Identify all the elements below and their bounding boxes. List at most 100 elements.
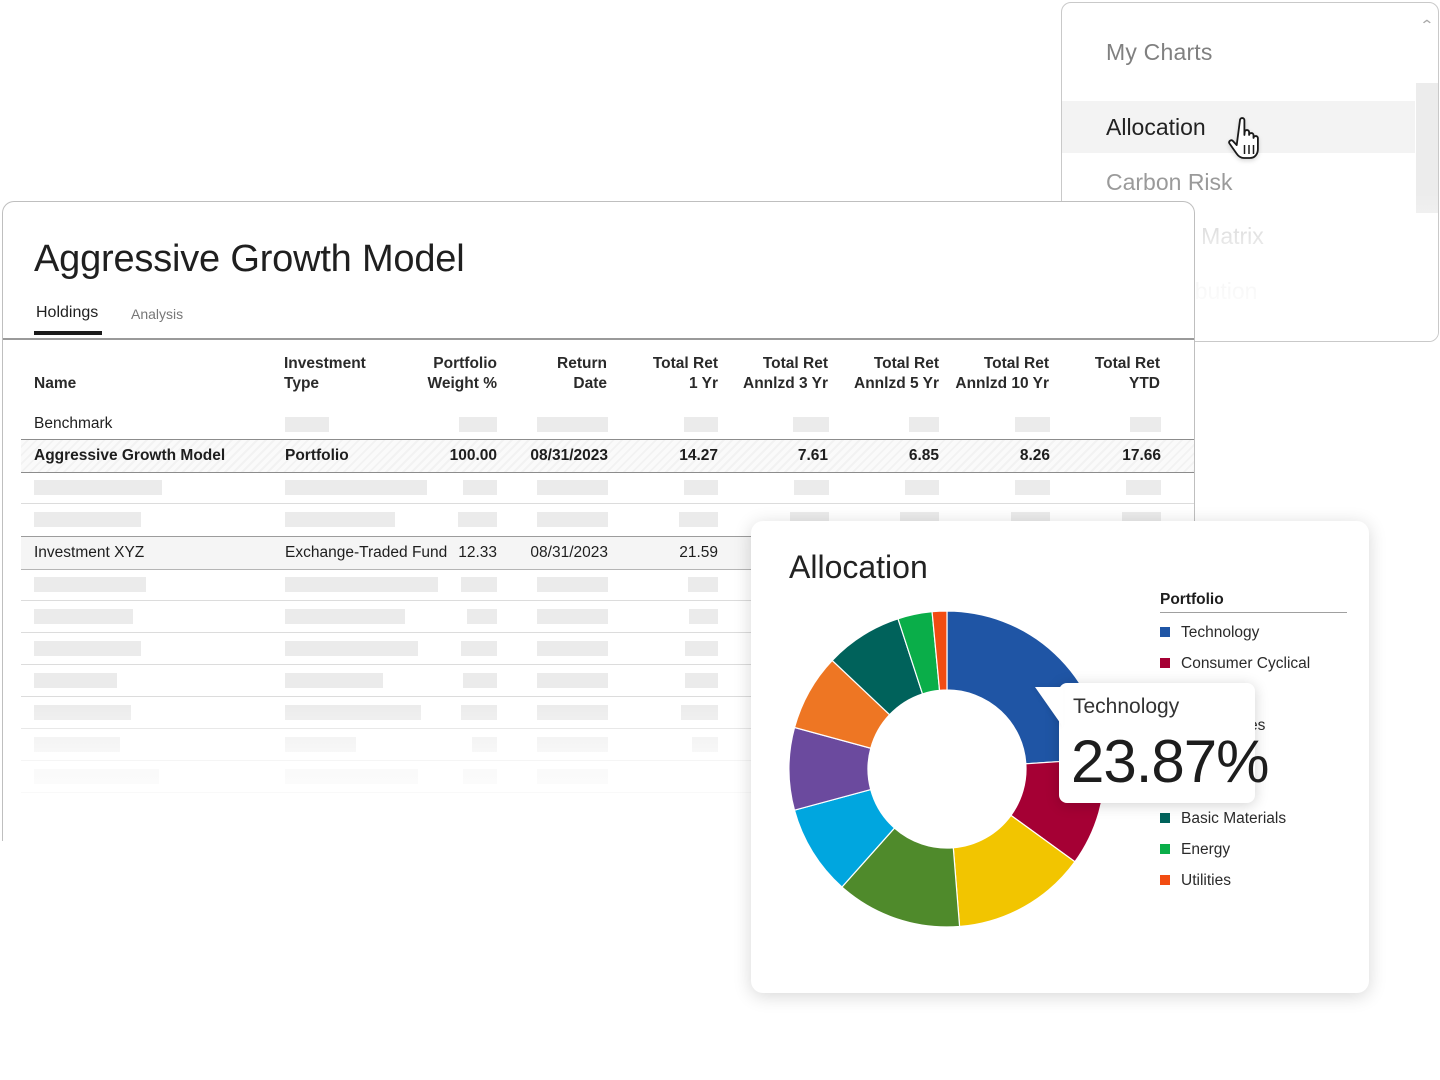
placeholder (537, 737, 608, 752)
page-title: Aggressive Growth Model (34, 238, 465, 280)
portfolio-ret-5yr: 6.85 (908, 447, 939, 464)
placeholder (684, 480, 718, 495)
portfolio-weight: 100.00 (449, 447, 497, 464)
portfolio-name: Aggressive Growth Model (34, 447, 226, 464)
placeholder (905, 480, 939, 495)
col-header-line: Weight % (427, 375, 497, 392)
placeholder (537, 641, 608, 656)
placeholder (793, 417, 829, 432)
placeholder (285, 673, 383, 688)
legend-swatch (1160, 875, 1170, 885)
legend-label: Energy (1181, 841, 1231, 858)
placeholder (459, 417, 497, 432)
col-header-line: Portfolio (433, 355, 497, 372)
dropdown-title: My Charts (1106, 39, 1213, 65)
placeholder (34, 480, 162, 495)
placeholder (537, 769, 608, 784)
dropdown-item-carbon-risk[interactable]: Carbon Risk (1106, 169, 1233, 195)
placeholder (1015, 480, 1050, 495)
placeholder (34, 737, 120, 752)
placeholder (467, 609, 497, 624)
placeholder (1015, 417, 1050, 432)
col-header-investment-type[interactable]: Investment Type (284, 354, 366, 394)
table-row[interactable] (21, 471, 1194, 504)
col-header-ret-1yr[interactable]: Total Ret 1 Yr (623, 354, 718, 394)
col-header-line: Annlzd 5 Yr (854, 375, 939, 392)
placeholder (285, 577, 438, 592)
placeholder (692, 737, 718, 752)
legend-item[interactable]: Consumer Cyclical (1160, 654, 1310, 674)
col-header-line: Type (284, 375, 320, 392)
placeholder (679, 512, 718, 527)
placeholder (285, 609, 405, 624)
legend-item[interactable]: Basic Materials (1160, 809, 1286, 829)
legend-item[interactable]: Utilities (1160, 871, 1231, 891)
placeholder (285, 705, 421, 720)
dropdown-scrollbar[interactable]: ⌃ (1416, 3, 1438, 341)
table-row[interactable] (21, 632, 1194, 665)
placeholder (461, 577, 497, 592)
placeholder (34, 577, 146, 592)
legend-item[interactable]: Energy (1160, 840, 1230, 860)
col-header-ytd[interactable]: Total Ret YTD (1063, 354, 1160, 394)
col-header-line: Return (557, 355, 607, 372)
placeholder (537, 577, 608, 592)
placeholder (537, 609, 608, 624)
investment-weight: 12.33 (458, 544, 497, 561)
col-header-line: 1 Yr (688, 375, 718, 392)
col-header-line: Total Ret (873, 355, 939, 372)
placeholder (463, 769, 497, 784)
col-header-line: YTD (1129, 375, 1160, 392)
col-header-ret-5yr[interactable]: Total Ret Annlzd 5 Yr (839, 354, 939, 394)
legend-swatch (1160, 813, 1170, 823)
chart-tooltip: Technology 23.87% (1035, 683, 1269, 803)
placeholder (285, 769, 418, 784)
portfolio-ret-3yr: 7.61 (797, 447, 828, 464)
scrollbar-thumb[interactable] (1416, 83, 1438, 213)
portfolio-type: Portfolio (285, 447, 349, 464)
col-header-weight[interactable]: Portfolio Weight % (383, 354, 497, 394)
table-row[interactable] (21, 664, 1194, 697)
table-row-portfolio[interactable]: Aggressive Growth Model Portfolio 100.00… (21, 439, 1194, 473)
placeholder (463, 480, 497, 495)
placeholder (537, 673, 608, 688)
investment-return-date: 08/31/2023 (530, 544, 608, 561)
col-header-line: Total Ret (762, 355, 828, 372)
placeholder (1126, 480, 1161, 495)
tab-bar: Holdings Analysis (3, 298, 1194, 340)
placeholder (461, 705, 497, 720)
table-row[interactable] (21, 600, 1194, 633)
col-header-return-date[interactable]: Return Date (503, 354, 607, 394)
placeholder (537, 705, 608, 720)
scroll-up-icon[interactable]: ⌃ (1419, 17, 1435, 33)
col-header-ret-10yr[interactable]: Total Ret Annlzd 10 Yr (949, 354, 1049, 394)
placeholder (34, 641, 141, 656)
placeholder (285, 417, 329, 432)
portfolio-ret-10yr: 8.26 (1019, 447, 1050, 464)
tab-holdings[interactable]: Holdings (33, 304, 103, 335)
investment-ret-1yr: 21.59 (679, 544, 718, 561)
donut-slice[interactable] (931, 610, 948, 692)
col-header-line: Total Ret (983, 355, 1049, 372)
placeholder (458, 512, 497, 527)
col-header-line: Date (573, 375, 607, 392)
placeholder (34, 609, 133, 624)
table-row-benchmark[interactable]: Benchmark (21, 408, 1194, 440)
portfolio-ret-1yr: 14.27 (679, 447, 718, 464)
tooltip-label: Technology (1073, 695, 1180, 718)
legend-label: Utilities (1181, 872, 1231, 889)
col-header-name[interactable]: Name (34, 375, 77, 392)
col-header-ret-3yr[interactable]: Total Ret Annlzd 3 Yr (733, 354, 828, 394)
col-header-line: Total Ret (1094, 355, 1160, 372)
legend-label: Technology (1181, 624, 1260, 641)
col-header-line: Annlzd 3 Yr (743, 375, 828, 392)
legend-swatch (1160, 844, 1170, 854)
col-header-line: Total Ret (652, 355, 718, 372)
investment-type: Exchange-Traded Fund (285, 544, 448, 561)
tab-analysis[interactable]: Analysis (131, 306, 184, 322)
legend-item[interactable]: Technology (1160, 623, 1259, 643)
table-row[interactable] (21, 568, 1194, 601)
legend-swatch (1160, 627, 1170, 637)
benchmark-label: Benchmark (34, 415, 113, 432)
placeholder (681, 705, 718, 720)
